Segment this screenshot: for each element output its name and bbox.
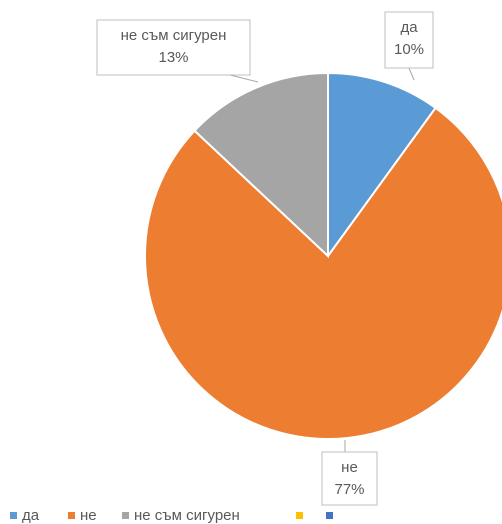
- data-label-box: [321, 451, 378, 506]
- legend-marker: [68, 512, 75, 519]
- data-label-box: [96, 19, 251, 76]
- pie-slice: [193, 71, 329, 259]
- data-label-box: [384, 11, 434, 69]
- data-label-value: 10%: [394, 41, 424, 58]
- legend-marker: [326, 512, 333, 519]
- legend-marker: [10, 512, 17, 519]
- pie-slice: [327, 71, 437, 260]
- data-label-value: 13%: [158, 49, 188, 66]
- legend-label: да: [22, 507, 40, 524]
- callout-line: [229, 74, 259, 83]
- legend-label: не съм сигурен: [134, 507, 240, 524]
- data-label-value: 77%: [334, 481, 364, 498]
- data-label-name: да: [400, 19, 418, 36]
- callout-line: [408, 67, 415, 81]
- legend-marker: [296, 512, 303, 519]
- pie-slice: [144, 106, 502, 440]
- data-label-name: не съм сигурен: [121, 27, 227, 44]
- legend-marker: [122, 512, 129, 519]
- data-label-name: не: [341, 459, 358, 476]
- legend-label: не: [80, 507, 97, 524]
